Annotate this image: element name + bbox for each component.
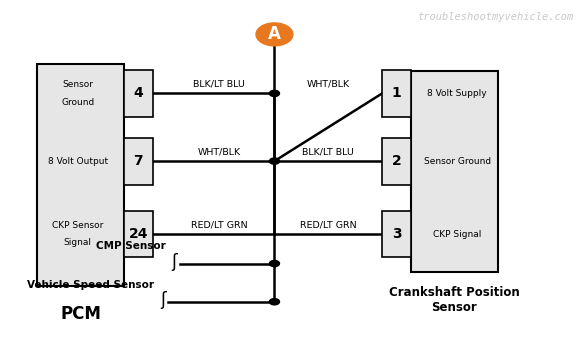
Text: ʃ: ʃ bbox=[171, 253, 177, 271]
FancyBboxPatch shape bbox=[124, 138, 153, 184]
Text: 24: 24 bbox=[129, 227, 148, 241]
Text: Crankshaft Position
Sensor: Crankshaft Position Sensor bbox=[389, 286, 520, 314]
Text: 2: 2 bbox=[392, 154, 401, 168]
FancyBboxPatch shape bbox=[124, 70, 153, 117]
Text: CMP Sensor: CMP Sensor bbox=[96, 241, 166, 251]
Circle shape bbox=[270, 260, 280, 267]
Circle shape bbox=[270, 158, 280, 164]
Text: A: A bbox=[268, 25, 281, 43]
Text: Vehicle Speed Sensor: Vehicle Speed Sensor bbox=[27, 280, 154, 289]
FancyBboxPatch shape bbox=[382, 211, 411, 258]
Text: 7: 7 bbox=[133, 154, 143, 168]
FancyBboxPatch shape bbox=[382, 138, 411, 184]
Text: Ground: Ground bbox=[61, 98, 95, 107]
Text: PCM: PCM bbox=[60, 305, 101, 323]
Text: troubleshootmyvehicle.com: troubleshootmyvehicle.com bbox=[417, 12, 573, 22]
Circle shape bbox=[270, 90, 280, 97]
FancyBboxPatch shape bbox=[124, 211, 153, 258]
Text: CKP Sensor: CKP Sensor bbox=[52, 221, 103, 230]
Text: 3: 3 bbox=[392, 227, 401, 241]
Text: WHT/BLK: WHT/BLK bbox=[198, 148, 241, 156]
Text: ʃ: ʃ bbox=[160, 291, 166, 309]
Text: RED/LT GRN: RED/LT GRN bbox=[191, 220, 248, 230]
FancyBboxPatch shape bbox=[411, 71, 498, 272]
Text: 8 Volt Supply: 8 Volt Supply bbox=[427, 89, 487, 98]
Text: Signal: Signal bbox=[64, 238, 92, 247]
FancyBboxPatch shape bbox=[37, 64, 124, 286]
Text: RED/LT GRN: RED/LT GRN bbox=[300, 220, 357, 230]
Text: 4: 4 bbox=[133, 86, 143, 100]
Text: WHT/BLK: WHT/BLK bbox=[307, 80, 350, 89]
Text: 1: 1 bbox=[392, 86, 401, 100]
Text: BLK/LT BLU: BLK/LT BLU bbox=[302, 148, 354, 156]
Text: BLK/LT BLU: BLK/LT BLU bbox=[193, 80, 245, 89]
Text: CKP Signal: CKP Signal bbox=[433, 230, 481, 239]
Text: 8 Volt Output: 8 Volt Output bbox=[48, 156, 108, 166]
FancyBboxPatch shape bbox=[382, 70, 411, 117]
Circle shape bbox=[256, 23, 293, 46]
Circle shape bbox=[270, 299, 280, 305]
Text: Sensor Ground: Sensor Ground bbox=[423, 156, 491, 166]
Text: Sensor: Sensor bbox=[62, 80, 93, 89]
